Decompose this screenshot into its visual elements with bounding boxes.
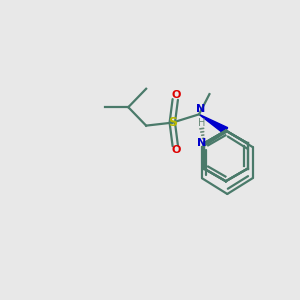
Text: S: S [168, 116, 177, 129]
Polygon shape [199, 114, 228, 134]
Text: N: N [197, 138, 206, 148]
Text: O: O [171, 145, 181, 155]
Text: H: H [198, 118, 205, 128]
Text: O: O [171, 90, 181, 100]
Text: N: N [196, 104, 205, 114]
